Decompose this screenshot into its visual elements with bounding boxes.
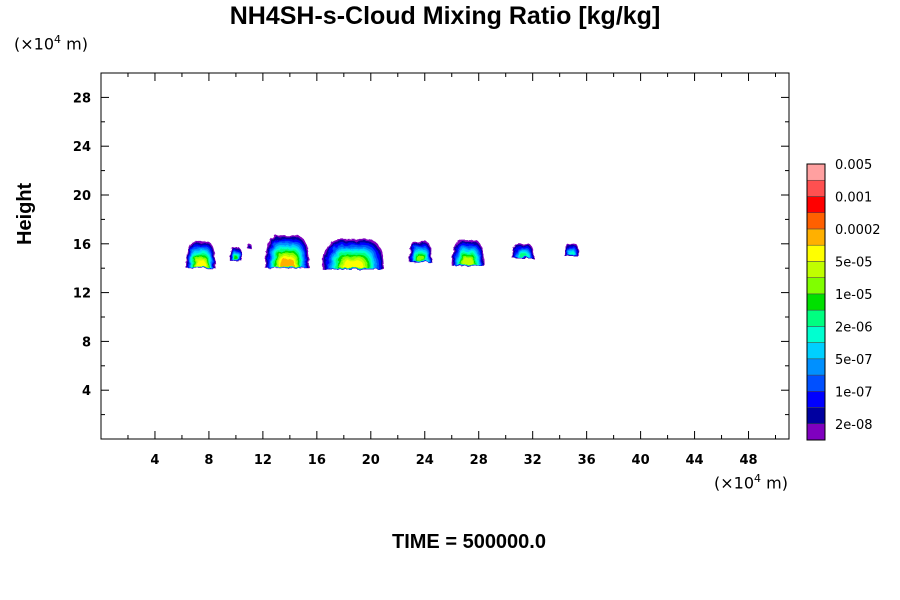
legend-label: 0.001 <box>835 190 872 205</box>
legend-swatch <box>806 391 826 408</box>
x-tick-label: 44 <box>686 453 704 468</box>
y-tick-label: 12 <box>73 287 91 302</box>
cloud-cell <box>451 240 485 266</box>
y-tick-label: 8 <box>82 335 91 350</box>
cloud-contour <box>248 245 251 248</box>
legend-label: 1e-05 <box>835 288 873 303</box>
cloud-contour <box>568 251 575 255</box>
legend-label: 5e-07 <box>835 353 873 368</box>
cloud-cell <box>264 235 310 269</box>
x-tick-label: 4 <box>150 453 159 468</box>
cloud-contour <box>519 253 528 257</box>
legend-swatch <box>806 358 826 376</box>
legend-label: 0.0002 <box>835 223 881 238</box>
legend-swatch <box>806 374 826 392</box>
legend-swatch <box>806 423 826 441</box>
cloud-contour <box>342 260 364 268</box>
legend-swatch <box>806 163 826 181</box>
x-tick-label: 8 <box>204 453 213 468</box>
legend-swatch <box>806 212 826 230</box>
cloud-contour <box>279 258 295 267</box>
legend-swatch <box>806 309 826 327</box>
legend-frame <box>806 163 826 441</box>
x-tick-label: 48 <box>739 453 757 468</box>
legend-swatch <box>806 407 826 425</box>
legend-swatch <box>806 244 826 262</box>
cloud-contour <box>233 256 239 260</box>
x-unit-label: (×104 m) <box>714 472 788 493</box>
x-tick-label: 12 <box>254 453 272 468</box>
cloud-cell <box>247 243 252 249</box>
legend-label: 5e-05 <box>835 255 873 270</box>
legend-swatch <box>806 196 826 213</box>
legend-label: 0.005 <box>835 158 872 173</box>
cloud-contour <box>195 260 206 267</box>
legend-swatch <box>806 277 826 295</box>
time-label: TIME = 500000.0 <box>392 531 546 553</box>
cloud-contour <box>462 258 474 264</box>
x-tick-label: 40 <box>632 453 650 468</box>
legend-label: 2e-06 <box>835 320 873 335</box>
cloud-contour <box>416 255 425 261</box>
x-tick-label: 32 <box>524 453 542 468</box>
y-tick-label: 16 <box>73 238 91 253</box>
cloud-cell <box>512 243 535 259</box>
legend-swatch <box>806 228 826 246</box>
x-tick-label: 16 <box>308 453 326 468</box>
x-tick-label: 24 <box>416 453 434 468</box>
x-tick-label: 20 <box>362 453 380 468</box>
x-tick-label: 36 <box>578 453 596 468</box>
cloud-cell <box>229 247 242 261</box>
y-tick-label: 20 <box>73 189 91 204</box>
x-tick-label: 28 <box>470 453 488 468</box>
cloud-cell <box>409 241 433 263</box>
y-tick-label: 28 <box>73 91 91 106</box>
legend-swatch <box>806 261 826 278</box>
legend-swatch <box>806 326 826 343</box>
chart-title: NH4SH-s-Cloud Mixing Ratio [kg/kg] <box>229 2 661 30</box>
y-unit-label: (×104 m) <box>14 33 88 54</box>
cloud-cell <box>564 243 580 256</box>
plot-frame <box>100 72 790 440</box>
y-tick-label: 4 <box>82 384 91 399</box>
legend-label: 2e-08 <box>835 418 873 433</box>
cloud-cell <box>185 241 216 269</box>
legend-swatch <box>806 342 826 360</box>
cloud-cell <box>322 238 385 270</box>
y-tick-label: 24 <box>73 140 91 155</box>
legend-label: 1e-07 <box>835 385 873 400</box>
legend-swatch <box>806 179 826 197</box>
legend-swatch <box>806 293 826 311</box>
